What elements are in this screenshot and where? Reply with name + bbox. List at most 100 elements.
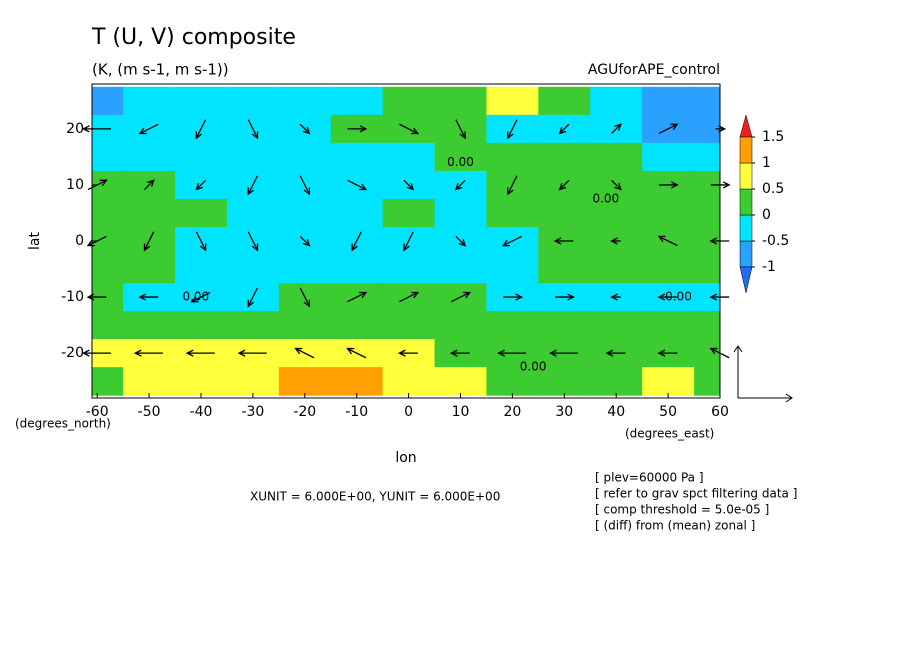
field-cell	[92, 142, 124, 172]
vector-units: XUNIT = 6.000E+00, YUNIT = 6.000E+00	[250, 490, 500, 504]
field-cell	[330, 367, 384, 396]
wind-vector	[507, 175, 518, 196]
wind-vector	[138, 123, 159, 135]
field-cell	[434, 367, 487, 396]
wind-vector	[503, 293, 524, 301]
field-cell	[330, 311, 384, 340]
wind-vector	[555, 293, 575, 301]
field-cell	[486, 198, 539, 228]
wind-vector	[247, 119, 259, 140]
contour-label: 0.00	[592, 191, 619, 205]
field-cell	[382, 367, 436, 396]
wind-vector	[87, 179, 108, 191]
field-cell	[434, 86, 487, 116]
y-unit: (degrees_north)	[15, 417, 111, 431]
wind-vector	[299, 287, 311, 308]
field-cell	[92, 255, 124, 284]
wind-vector	[237, 349, 267, 357]
contour-label: 0.00	[447, 155, 474, 169]
field-cell	[382, 311, 436, 340]
field-cell	[330, 198, 384, 228]
wind-vector	[397, 349, 418, 357]
field-cell	[226, 367, 280, 396]
field-cell	[175, 86, 228, 116]
field-cell	[123, 255, 176, 284]
field-cell	[642, 255, 695, 284]
field-cell	[642, 311, 695, 340]
wind-vector	[247, 287, 259, 308]
y-tick-label: 0	[75, 233, 84, 249]
wind-vector	[299, 235, 311, 247]
field-cell	[278, 255, 332, 284]
field-cell	[92, 311, 124, 340]
colorbar-label: -0.5	[762, 233, 789, 249]
wind-vector	[403, 231, 414, 252]
field-cell	[694, 311, 720, 340]
wind-vector	[403, 179, 415, 191]
colorbar-box	[739, 162, 753, 190]
wind-vector	[81, 125, 111, 133]
field-cell	[590, 198, 643, 228]
field-cell	[538, 142, 591, 172]
field-cell	[330, 142, 384, 172]
field-cell	[538, 311, 591, 340]
wind-vector	[455, 119, 466, 140]
x-tick-label: 60	[711, 404, 729, 420]
wind-vector	[294, 347, 315, 359]
colorbar-label: -1	[762, 259, 776, 275]
chart-title: T (U, V) composite	[91, 25, 296, 50]
colorbar-cap	[739, 114, 753, 138]
field-cell	[92, 198, 124, 228]
experiment-label: AGUforAPE_control	[588, 62, 720, 78]
field-cell	[694, 86, 720, 116]
field-cell	[642, 142, 695, 172]
x-tick-label: -30	[241, 404, 264, 420]
field-cell	[123, 311, 176, 340]
field-cell	[486, 255, 539, 284]
wind-vector	[558, 123, 570, 135]
wind-vector	[190, 291, 211, 303]
field-cell	[642, 367, 695, 396]
reference-vector	[733, 345, 793, 403]
colorbar-cap	[739, 266, 753, 294]
field-cell	[278, 86, 332, 116]
note: [ plev=60000 Pa ]	[595, 471, 704, 485]
field-cell	[123, 142, 176, 172]
wind-vector	[611, 123, 622, 134]
y-tick-label: -10	[61, 289, 84, 305]
x-unit: (degrees_east)	[625, 427, 714, 441]
field-cell	[226, 311, 280, 340]
wind-vector	[658, 123, 679, 135]
x-tick-label: -10	[345, 404, 368, 420]
field-cell	[590, 367, 643, 396]
colorbar-box	[739, 214, 753, 242]
x-tick-label: 40	[607, 404, 625, 420]
contour-label: 0.00	[520, 360, 547, 374]
wind-vector	[399, 123, 420, 135]
x-tick-label: -60	[86, 404, 109, 420]
field-cell	[538, 86, 591, 116]
field-cell	[538, 367, 591, 396]
wind-vector	[549, 349, 579, 357]
wind-vector	[657, 293, 678, 301]
wind-vector	[558, 179, 570, 191]
field-cell	[642, 198, 695, 228]
x-tick-label: -40	[190, 404, 213, 420]
note: [ refer to grav spct filtering data ]	[595, 487, 797, 501]
field-cell	[123, 198, 176, 228]
colorbar-box	[739, 136, 753, 164]
colorbar-box	[739, 240, 753, 268]
note: [ (diff) from (mean) zonal ]	[595, 519, 755, 533]
wind-vector	[657, 349, 678, 357]
colorbar-label: 0	[762, 207, 771, 223]
wind-vector	[133, 349, 163, 357]
field-cell	[175, 198, 228, 228]
wind-vector	[143, 231, 155, 252]
wind-vector	[247, 231, 259, 252]
field-cell	[590, 86, 643, 116]
wind-vector	[553, 237, 574, 245]
wind-vector	[611, 179, 622, 191]
x-tick-label: 30	[555, 404, 573, 420]
wind-vector	[657, 235, 678, 247]
